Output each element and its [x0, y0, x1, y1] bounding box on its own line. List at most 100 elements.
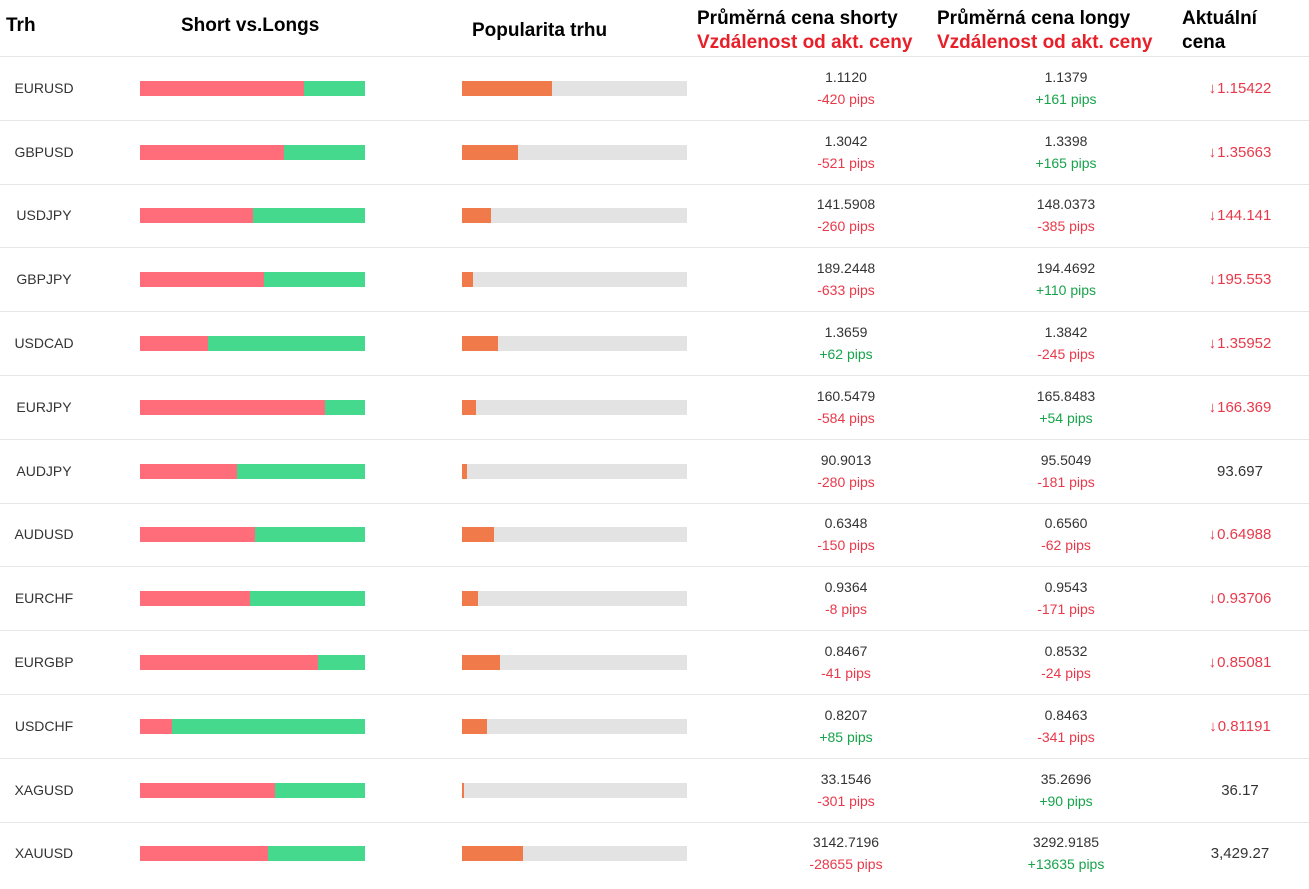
avg-short-cell-distance: -301 pips — [817, 792, 875, 809]
pair-name[interactable]: XAGUSD — [14, 781, 74, 798]
avg-long-cell-distance: -171 pips — [1037, 601, 1095, 618]
header-avg-short[interactable]: Průměrná cena shorty Vzdálenost od akt. … — [697, 7, 912, 55]
popularity-fill — [462, 591, 478, 607]
popularity-fill — [462, 782, 465, 798]
avg-long-cell: 194.4692 +110 pips — [966, 257, 1166, 301]
avg-long-cell-distance: -181 pips — [1037, 473, 1095, 490]
avg-short-cell-price: 0.6348 — [824, 515, 868, 532]
header-trh[interactable]: Trh — [6, 15, 36, 36]
table-row[interactable]: USDCHF 0.8207 +85 pips 0.8463 -341 pips ↓0.81… — [0, 694, 1309, 757]
avg-short-cell: 1.3042 -521 pips — [746, 130, 946, 174]
avg-short-cell-distance: -584 pips — [817, 409, 875, 426]
avg-short-cell: 33.1546 -301 pips — [746, 768, 946, 812]
avg-long-cell-distance: +13635 pips — [1027, 856, 1105, 873]
avg-short-cell-distance: +85 pips — [819, 728, 873, 745]
popularity-fill — [462, 655, 501, 671]
arrow-down-icon: ↓ — [1208, 654, 1217, 672]
avg-long-cell-distance: -385 pips — [1037, 218, 1095, 235]
table-header: Trh Short vs.Longs Popularita trhu Průmě… — [0, 0, 1309, 56]
pair-name[interactable]: USDCHF — [14, 717, 74, 734]
current-price: ↓1.15422 — [1170, 80, 1309, 97]
avg-short-cell-price: 33.1546 — [820, 770, 872, 787]
current-price-value: 0.85081 — [1217, 654, 1272, 672]
pair-name[interactable]: AUDUSD — [14, 526, 74, 543]
current-price: ↓0.81191 — [1170, 718, 1309, 735]
avg-long-cell: 148.0373 -385 pips — [966, 193, 1166, 237]
header-avg-long[interactable]: Průměrná cena longy Vzdálenost od akt. c… — [937, 7, 1152, 55]
current-price-value: 0.93706 — [1217, 590, 1272, 608]
popularity-bar — [462, 846, 687, 862]
pair-name[interactable]: EURCHF — [14, 590, 74, 607]
avg-short-cell: 189.2448 -633 pips — [746, 257, 946, 301]
table-row[interactable]: USDJPY 141.5908 -260 pips 148.0373 -385 pips… — [0, 183, 1309, 247]
pair-name[interactable]: AUDJPY — [16, 462, 72, 479]
header-avg-long-title: Průměrná cena longy — [937, 8, 1131, 29]
short-vs-long-bar — [140, 144, 365, 160]
avg-short-cell-price: 0.8467 — [824, 643, 868, 660]
arrow-down-icon: ↓ — [1208, 398, 1217, 416]
table-row[interactable]: XAGUSD 33.1546 -301 pips 35.2696 +90 pips 36.… — [0, 757, 1309, 821]
popularity-fill — [462, 527, 494, 543]
short-vs-long-bar — [140, 208, 365, 224]
current-price-value: 1.35663 — [1217, 143, 1272, 161]
avg-long-cell: 0.8463 -341 pips — [966, 704, 1166, 748]
table-row[interactable]: AUDUSD 0.6348 -150 pips 0.6560 -62 pips ↓0.64… — [0, 502, 1309, 566]
pair-name[interactable]: EURGBP — [14, 654, 74, 671]
popularity-bar — [462, 80, 687, 96]
avg-short-cell-distance: -150 pips — [817, 537, 875, 554]
table-row[interactable]: GBPUSD 1.3042 -521 pips 1.3398 +165 pips ↓1.3… — [0, 119, 1309, 183]
table-row[interactable]: EURUSD 1.1120 -420 pips 1.1379 +161 pips ↓1.1… — [0, 56, 1309, 119]
pair-name[interactable]: GBPUSD — [14, 143, 74, 160]
avg-long-cell-price: 35.2696 — [1040, 770, 1092, 787]
current-price-value: 93.697 — [1217, 462, 1263, 480]
avg-long-cell-price: 95.5049 — [1040, 451, 1092, 468]
table-row[interactable]: EURGBP 0.8467 -41 pips 0.8532 -24 pips ↓0.850… — [0, 630, 1309, 693]
avg-long-cell-price: 194.4692 — [1036, 260, 1096, 277]
short-vs-long-bar — [140, 80, 365, 96]
popularity-bar — [462, 591, 687, 607]
current-price: ↓1.35663 — [1170, 144, 1309, 161]
avg-short-cell-distance: -28655 pips — [809, 856, 883, 873]
arrow-down-icon: ↓ — [1208, 207, 1217, 225]
table-row[interactable]: EURJPY 160.5479 -584 pips 165.8483 +54 pips ↓… — [0, 375, 1309, 438]
avg-short-cell-price: 90.9013 — [820, 451, 872, 468]
pair-name[interactable]: EURUSD — [14, 79, 74, 96]
arrow-down-icon: ↓ — [1208, 526, 1217, 544]
short-vs-long-bar — [140, 718, 365, 734]
current-price: ↓0.93706 — [1170, 590, 1309, 607]
pair-name[interactable]: USDJPY — [16, 207, 72, 224]
popularity-fill — [462, 463, 467, 479]
popularity-fill — [462, 336, 498, 352]
avg-long-cell-distance: -245 pips — [1037, 346, 1095, 363]
table-row[interactable]: USDCAD 1.3659 +62 pips 1.3842 -245 pips ↓1.35… — [0, 311, 1309, 374]
pair-name[interactable]: GBPJPY — [16, 271, 72, 288]
header-current[interactable]: Aktuální cena — [1182, 7, 1257, 55]
table-row[interactable]: GBPJPY 189.2448 -633 pips 194.4692 +110 pips… — [0, 247, 1309, 310]
short-portion — [140, 272, 264, 288]
pair-name[interactable]: USDCAD — [14, 335, 74, 352]
avg-short-cell-distance: -260 pips — [817, 218, 875, 235]
current-price-value: 0.81191 — [1217, 717, 1271, 735]
avg-short-cell: 160.5479 -584 pips — [746, 385, 946, 429]
arrow-down-icon: ↓ — [1208, 271, 1217, 289]
avg-long-cell-price: 0.8532 — [1044, 643, 1088, 660]
table-row[interactable]: AUDJPY 90.9013 -280 pips 95.5049 -181 pips 93… — [0, 438, 1309, 502]
pair-name[interactable]: XAUUSD — [14, 845, 74, 862]
avg-long-cell-distance: +54 pips — [1039, 409, 1093, 426]
table-row[interactable]: EURCHF 0.9364 -8 pips 0.9543 -171 pips ↓0.937… — [0, 566, 1309, 629]
header-popularita[interactable]: Popularita trhu — [472, 20, 608, 41]
short-vs-long-bar — [140, 463, 365, 479]
arrow-down-icon: ↓ — [1208, 79, 1217, 97]
avg-long-cell: 1.3398 +165 pips — [966, 130, 1166, 174]
current-price-value: 166.369 — [1217, 398, 1272, 416]
table-row[interactable]: XAUUSD 3142.7196 -28655 pips 3292.9185 +1363… — [0, 821, 1309, 885]
header-short-vs-longs[interactable]: Short vs.Longs — [181, 15, 320, 36]
popularity-fill — [462, 144, 519, 160]
current-price-value: 36.17 — [1221, 781, 1259, 799]
short-vs-long-bar — [140, 399, 365, 415]
avg-short-cell: 90.9013 -280 pips — [746, 449, 946, 493]
short-portion — [140, 591, 251, 607]
avg-long-cell-price: 1.1379 — [1044, 68, 1088, 85]
short-vs-long-bar — [140, 336, 365, 352]
pair-name[interactable]: EURJPY — [16, 398, 72, 415]
